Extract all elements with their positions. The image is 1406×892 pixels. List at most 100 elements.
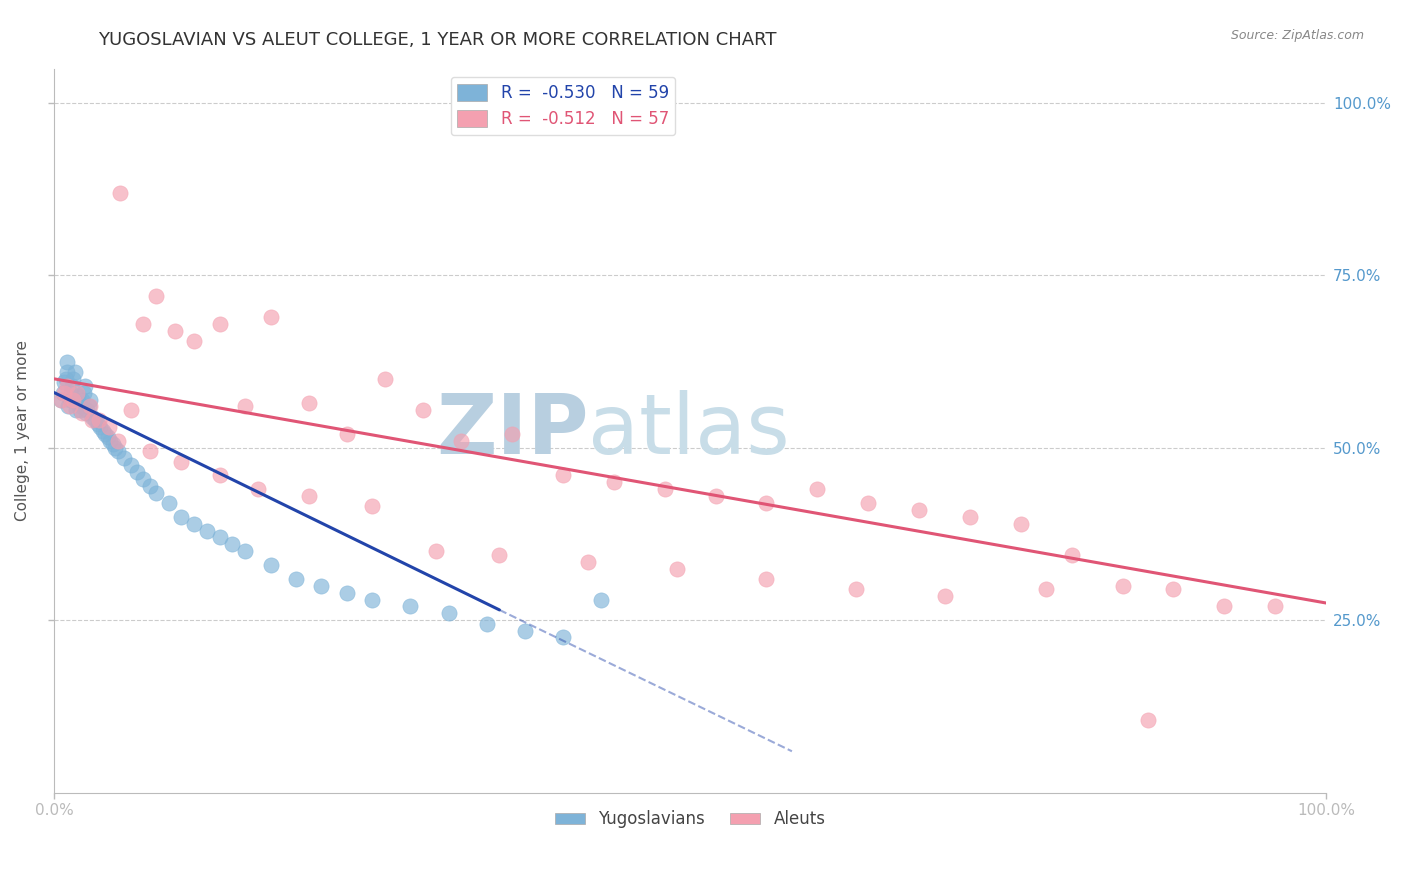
Point (591, 592, 613, 607)
Point (145, 485, 167, 500)
Y-axis label: College, 1 year or more: College, 1 year or more (15, 340, 30, 521)
Point (551, 631, 574, 645)
Point (412, 403, 434, 417)
Point (170, 455, 193, 469)
Point (58, 400, 80, 414)
Point (82, 413, 104, 427)
Point (91, 424, 114, 438)
Point (70, 400, 93, 414)
Point (437, 607, 460, 621)
Point (233, 544, 256, 558)
Point (603, 475, 626, 490)
Point (183, 516, 205, 531)
Point (755, 572, 778, 586)
Point (101, 437, 124, 451)
Point (844, 582, 866, 597)
Point (425, 544, 447, 558)
Point (87, 413, 110, 427)
Point (311, 579, 333, 593)
Legend: Yugoslavians, Aleuts: Yugoslavians, Aleuts (548, 804, 832, 835)
Point (450, 434, 472, 448)
Point (56, 354, 79, 368)
Point (120, 458, 142, 472)
Point (374, 372, 396, 386)
Point (76, 403, 98, 417)
Point (63, 365, 86, 379)
Point (183, 334, 205, 348)
Point (336, 427, 359, 442)
Point (79, 392, 101, 407)
Text: atlas: atlas (589, 390, 790, 471)
Point (84, 413, 107, 427)
Point (259, 310, 281, 324)
Point (49, 392, 72, 407)
Text: Source: ZipAtlas.com: Source: ZipAtlas.com (1230, 29, 1364, 42)
Point (94, 427, 117, 442)
Point (298, 489, 321, 503)
Point (67, 389, 90, 403)
Point (858, 496, 880, 510)
Point (654, 482, 676, 496)
Point (60, 378, 83, 392)
Point (49, 392, 72, 407)
Point (107, 444, 129, 458)
Point (208, 317, 231, 331)
Point (59, 385, 82, 400)
Point (82, 409, 104, 424)
Point (336, 585, 359, 599)
Point (72, 385, 94, 400)
Point (578, 555, 600, 569)
Point (112, 451, 135, 466)
Point (132, 472, 155, 486)
Point (284, 572, 307, 586)
Point (1137, 713, 1160, 727)
Point (65, 403, 87, 417)
Point (959, 509, 981, 524)
Point (1010, 516, 1032, 531)
Point (72, 406, 94, 420)
Point (1060, 548, 1083, 562)
Point (157, 496, 180, 510)
Point (233, 400, 256, 414)
Point (97, 430, 120, 444)
Point (120, 403, 142, 417)
Point (1213, 599, 1236, 614)
Point (1163, 582, 1185, 597)
Point (934, 589, 956, 603)
Text: YUGOSLAVIAN VS ALEUT COLLEGE, 1 YEAR OR MORE CORRELATION CHART: YUGOSLAVIAN VS ALEUT COLLEGE, 1 YEAR OR … (98, 31, 778, 49)
Point (132, 317, 155, 331)
Point (104, 441, 127, 455)
Point (145, 289, 167, 303)
Point (138, 479, 160, 493)
Point (298, 396, 321, 410)
Point (170, 509, 193, 524)
Point (1111, 579, 1133, 593)
Point (110, 186, 132, 200)
Point (52, 385, 75, 400)
Point (69, 403, 91, 417)
Point (58, 400, 80, 414)
Point (89, 420, 111, 434)
Point (488, 548, 510, 562)
Point (138, 444, 160, 458)
Point (75, 406, 97, 420)
Point (806, 482, 828, 496)
Text: ZIP: ZIP (436, 390, 589, 471)
Point (208, 531, 231, 545)
Point (79, 400, 101, 414)
Point (66, 385, 89, 400)
Point (1035, 582, 1057, 597)
Point (58, 392, 80, 407)
Point (501, 427, 523, 442)
Point (259, 558, 281, 572)
Point (755, 496, 778, 510)
Point (666, 561, 689, 575)
Point (66, 396, 89, 410)
Point (704, 489, 727, 503)
Point (62, 372, 84, 386)
Point (221, 537, 243, 551)
Point (246, 482, 269, 496)
Point (107, 434, 129, 448)
Point (72, 392, 94, 407)
Point (908, 503, 931, 517)
